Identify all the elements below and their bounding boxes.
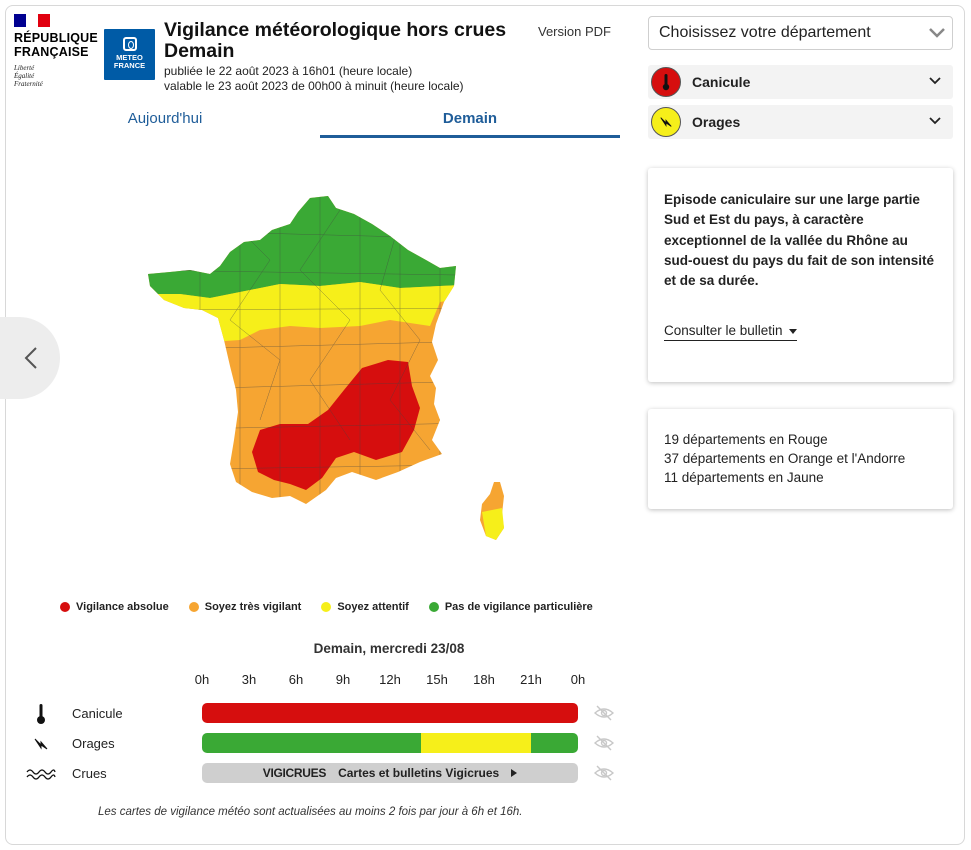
canicule-timeline-bar xyxy=(202,703,578,723)
bulletin-card: Episode caniculaire sur une large partie… xyxy=(648,168,953,382)
caret-right-icon xyxy=(511,769,518,777)
eye-off-icon[interactable] xyxy=(594,765,614,781)
timeline-row-orages: Orages xyxy=(22,733,622,755)
risk-item-canicule[interactable]: Canicule xyxy=(648,65,953,99)
legend-dot xyxy=(428,602,439,612)
lightning-icon xyxy=(26,733,56,755)
vigicrues-logo: VIGICRUES xyxy=(262,766,327,780)
bulletin-summary: Episode caniculaire sur une large partie… xyxy=(664,192,935,289)
thermometer-icon xyxy=(651,67,681,97)
count-yellow: 11 départements en Jaune xyxy=(664,470,824,485)
timeline-segment xyxy=(202,733,422,753)
timeline-segment xyxy=(202,703,578,723)
timeline-segment xyxy=(421,733,531,753)
timeline-row-canicule: Canicule xyxy=(22,703,622,725)
chevron-down-icon xyxy=(929,28,945,38)
vigilance-map[interactable] xyxy=(140,190,520,550)
caret-down-icon xyxy=(789,329,798,335)
update-footnote: Les cartes de vigilance météo sont actua… xyxy=(98,806,523,818)
risk-label: Canicule xyxy=(692,74,751,90)
department-counts-card: 19 départements en Rouge 37 départements… xyxy=(648,409,953,509)
count-red: 19 départements en Rouge xyxy=(664,432,828,447)
french-flag-icon xyxy=(14,14,50,27)
hour-tick-label: 0h xyxy=(570,672,586,687)
consult-bulletin-link[interactable]: Consulter le bulletin xyxy=(664,323,798,342)
timeline-hours: 0h 3h 6h 9h 12h 15h 18h 21h 0h xyxy=(195,672,585,690)
timeline-row-crues: Crues VIGICRUES Cartes et bulletins Vigi… xyxy=(22,763,622,785)
lightning-icon xyxy=(651,107,681,137)
hour-tick-label: 9h xyxy=(335,672,351,687)
timeline-row-label: Canicule xyxy=(72,706,123,721)
waves-icon xyxy=(26,763,56,785)
hour-tick-label: 6h xyxy=(288,672,304,687)
meteo-france-mark-icon xyxy=(122,37,137,51)
tab-today[interactable]: Aujourd'hui xyxy=(127,110,203,127)
republique-francaise-logo: RÉPUBLIQUE FRANÇAISE Liberté Égalité Fra… xyxy=(14,14,104,96)
eye-off-icon[interactable] xyxy=(594,705,614,721)
hour-tick-label: 21h xyxy=(520,672,542,687)
legend-item-green: Pas de vigilance particulière xyxy=(428,601,593,613)
legend-dot xyxy=(188,602,199,612)
published-date: publiée le 22 août 2023 à 16h01 (heure l… xyxy=(164,64,413,78)
legend-dot xyxy=(60,602,70,612)
page-title: Vigilance météorologique hors crues Dema… xyxy=(164,19,507,62)
vigicrues-link-label: Cartes et bulletins Vigicrues xyxy=(338,766,500,780)
timeline-segment xyxy=(530,733,578,753)
eye-off-icon[interactable] xyxy=(594,735,614,751)
chevron-down-icon xyxy=(929,117,941,125)
legend-item-red: Vigilance absolue xyxy=(60,601,169,613)
pdf-version-link[interactable]: Version PDF xyxy=(538,24,611,39)
legend-item-yellow: Soyez attentif xyxy=(321,601,409,613)
count-orange: 37 départements en Orange et l'Andorre xyxy=(664,451,906,466)
orages-timeline-bar xyxy=(202,733,578,753)
legend-item-orange: Soyez très vigilant xyxy=(188,601,301,613)
publication-info: publiée le 22 août 2023 à 16h01 (heure l… xyxy=(164,64,464,94)
hour-tick-label: 18h xyxy=(473,672,495,687)
risk-item-orages[interactable]: Orages xyxy=(648,105,953,139)
risk-label: Orages xyxy=(692,114,741,130)
republic-motto: Liberté Égalité Fraternité xyxy=(14,64,43,88)
hour-tick-label: 15h xyxy=(426,672,448,687)
meteo-france-logo[interactable]: METEO FRANCE xyxy=(104,29,155,80)
thermometer-icon xyxy=(26,703,56,725)
validity-date: valable le 23 août 2023 de 00h00 à minui… xyxy=(164,79,464,93)
hour-tick-label: 3h xyxy=(241,672,257,687)
department-select-placeholder: Choisissez votre département xyxy=(659,24,871,41)
timeline-date: Demain, mercredi 23/08 xyxy=(313,641,465,656)
day-tabs: Aujourd'hui Demain xyxy=(15,108,620,140)
chevron-down-icon xyxy=(929,77,941,85)
map-legend: Vigilance absolue Soyez très vigilant So… xyxy=(60,601,593,613)
legend-dot xyxy=(321,602,332,612)
department-select[interactable]: Choisissez votre département xyxy=(648,16,953,50)
republic-name: RÉPUBLIQUE FRANÇAISE xyxy=(14,31,98,59)
tab-tomorrow[interactable]: Demain xyxy=(320,108,620,138)
timeline-row-label: Orages xyxy=(72,736,115,751)
hour-tick-label: 0h xyxy=(194,672,210,687)
chevron-left-icon xyxy=(24,347,37,369)
timeline-row-label: Crues xyxy=(72,766,107,781)
vigicrues-link-bar[interactable]: VIGICRUES Cartes et bulletins Vigicrues xyxy=(202,763,578,783)
hour-tick-label: 12h xyxy=(379,672,401,687)
